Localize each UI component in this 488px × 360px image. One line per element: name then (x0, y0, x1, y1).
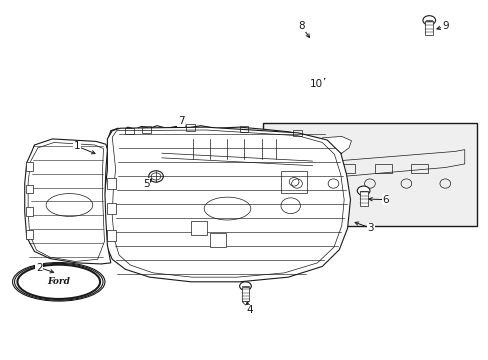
Polygon shape (25, 139, 111, 264)
Ellipse shape (18, 265, 100, 299)
Text: 4: 4 (245, 305, 252, 315)
Text: 2: 2 (36, 262, 42, 273)
Text: 5: 5 (142, 179, 149, 189)
Polygon shape (26, 230, 33, 239)
Polygon shape (242, 301, 248, 305)
Polygon shape (108, 126, 341, 155)
Polygon shape (191, 221, 206, 235)
Polygon shape (107, 178, 116, 189)
Text: 7: 7 (178, 116, 184, 126)
Ellipse shape (148, 171, 163, 182)
Ellipse shape (239, 282, 251, 291)
Text: Ford: Ford (47, 277, 70, 286)
Bar (425, 21, 432, 35)
Polygon shape (210, 233, 225, 247)
Bar (242, 287, 248, 301)
Ellipse shape (422, 16, 435, 25)
Bar (359, 192, 367, 206)
Text: 3: 3 (367, 223, 373, 233)
Text: 9: 9 (441, 21, 447, 31)
Ellipse shape (357, 186, 369, 195)
Bar (263, 123, 476, 226)
Polygon shape (26, 207, 33, 216)
Text: 1: 1 (73, 141, 80, 151)
Polygon shape (26, 162, 33, 171)
Polygon shape (26, 185, 33, 193)
Text: 10: 10 (309, 78, 323, 89)
Polygon shape (103, 127, 350, 282)
Polygon shape (107, 203, 116, 214)
Text: 8: 8 (298, 21, 305, 31)
Polygon shape (319, 136, 351, 153)
Polygon shape (107, 230, 116, 241)
Text: 6: 6 (382, 195, 388, 204)
